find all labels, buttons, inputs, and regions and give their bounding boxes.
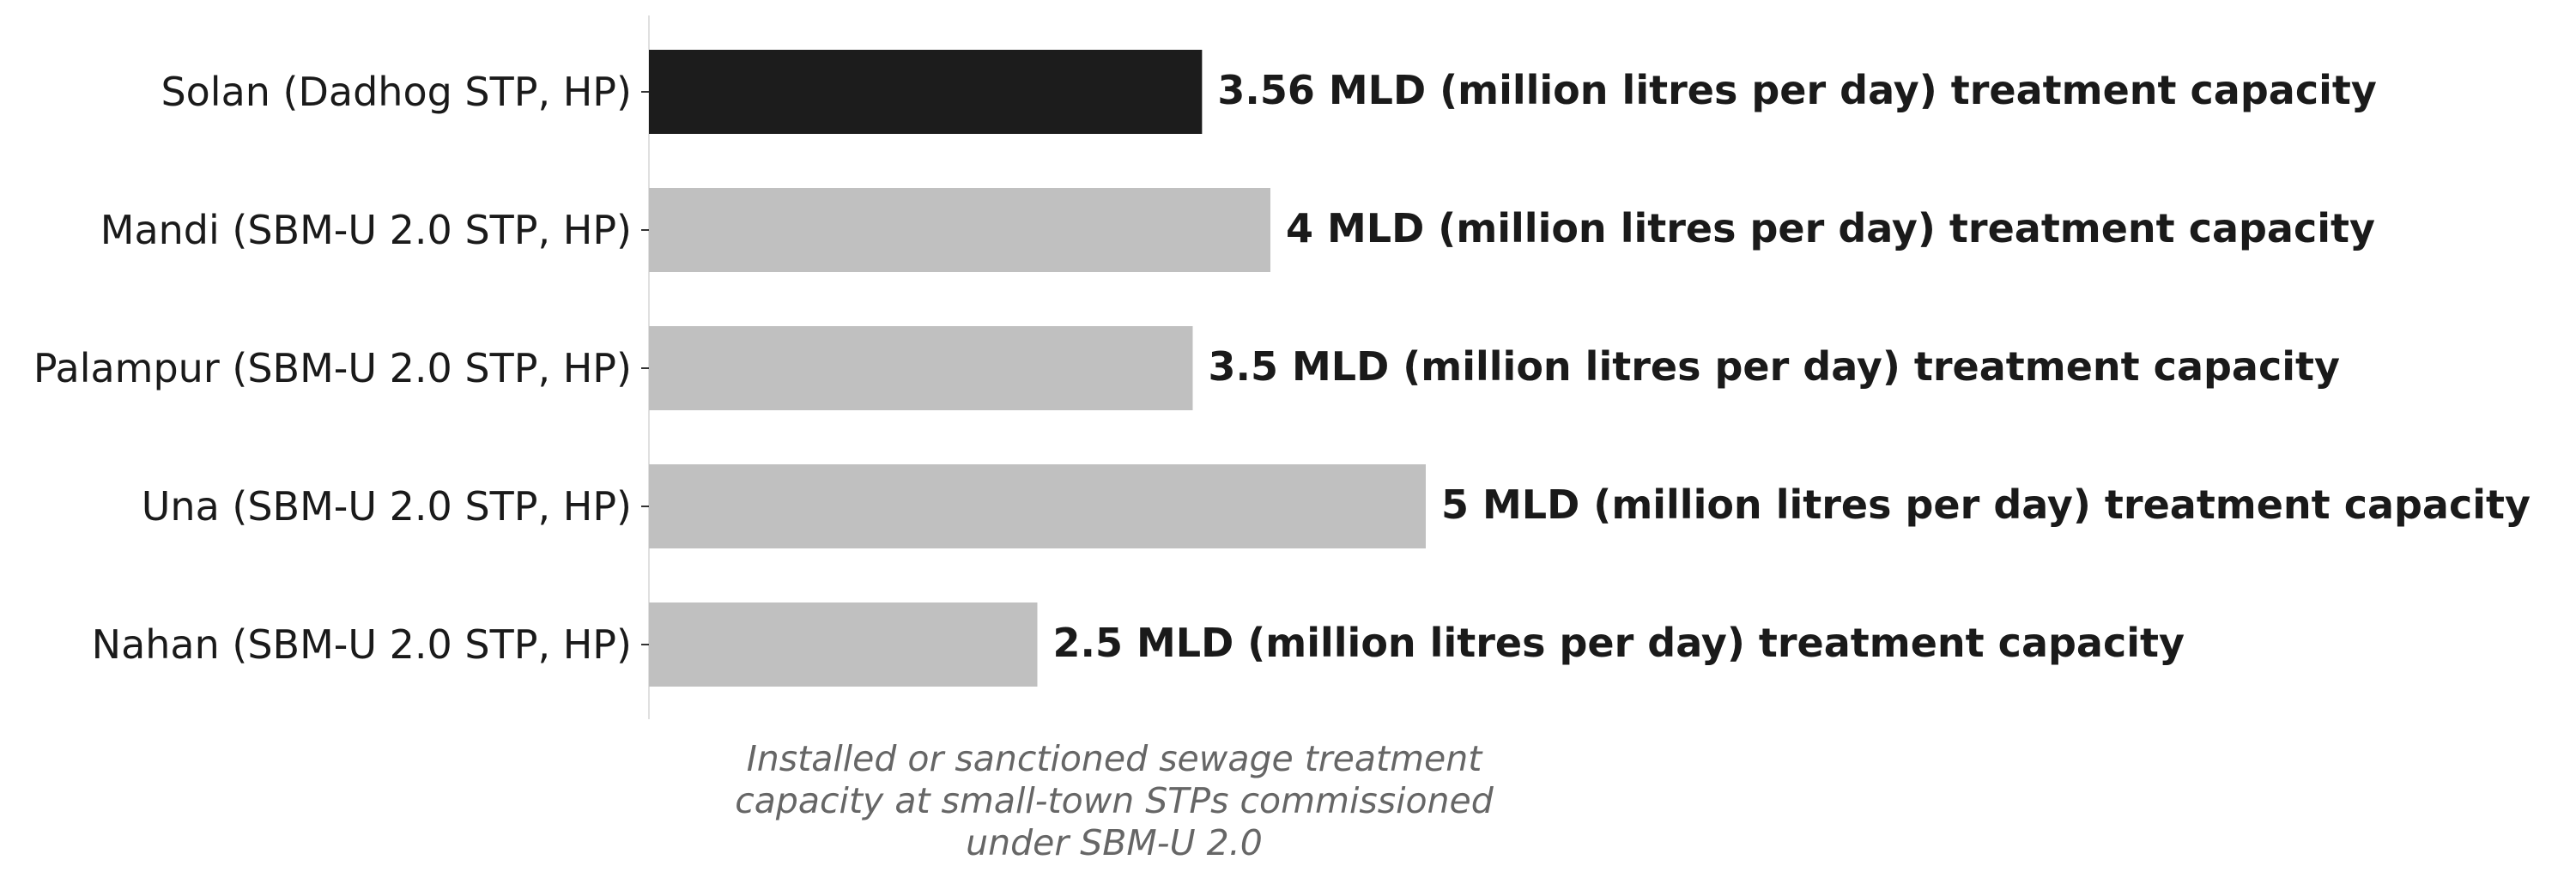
bar-0 bbox=[649, 50, 1203, 134]
value-label-4: 2.5 MLD (million litres per day) treatme… bbox=[1053, 620, 2185, 666]
x-axis-label-line-1: capacity at small-town STPs commissioned bbox=[735, 780, 1494, 821]
category-label-3: Una (SBM-U 2.0 STP, HP) bbox=[142, 483, 632, 530]
x-axis-label-line-0: Installed or sanctioned sewage treatment bbox=[747, 738, 1484, 779]
value-label-1: 4 MLD (million litres per day) treatment… bbox=[1286, 205, 2375, 251]
category-label-2: Palampur (SBM-U 2.0 STP, HP) bbox=[33, 345, 632, 391]
x-axis-label: Installed or sanctioned sewage treatment… bbox=[735, 738, 1494, 863]
value-label-2: 3.5 MLD (million litres per day) treatme… bbox=[1209, 343, 2340, 390]
value-labels-group: 3.56 MLD (million litres per day) treatm… bbox=[1053, 67, 2531, 666]
bar-1 bbox=[649, 188, 1270, 272]
bar-3 bbox=[649, 464, 1426, 548]
category-label-4: Nahan (SBM-U 2.0 STP, HP) bbox=[92, 621, 632, 668]
bars-group bbox=[649, 50, 1426, 687]
category-labels-group: Solan (Dadhog STP, HP) Mandi (SBM-U 2.0 S… bbox=[33, 69, 649, 668]
value-label-0: 3.56 MLD (million litres per day) treatm… bbox=[1217, 67, 2376, 113]
value-label-3: 5 MLD (million litres per day) treatment… bbox=[1441, 481, 2531, 528]
x-axis-label-line-2: under SBM-U 2.0 bbox=[966, 822, 1263, 863]
category-label-1: Mandi (SBM-U 2.0 STP, HP) bbox=[100, 207, 632, 253]
category-label-0: Solan (Dadhog STP, HP) bbox=[161, 69, 632, 115]
bar-4 bbox=[649, 602, 1038, 687]
bar-2 bbox=[649, 326, 1193, 410]
